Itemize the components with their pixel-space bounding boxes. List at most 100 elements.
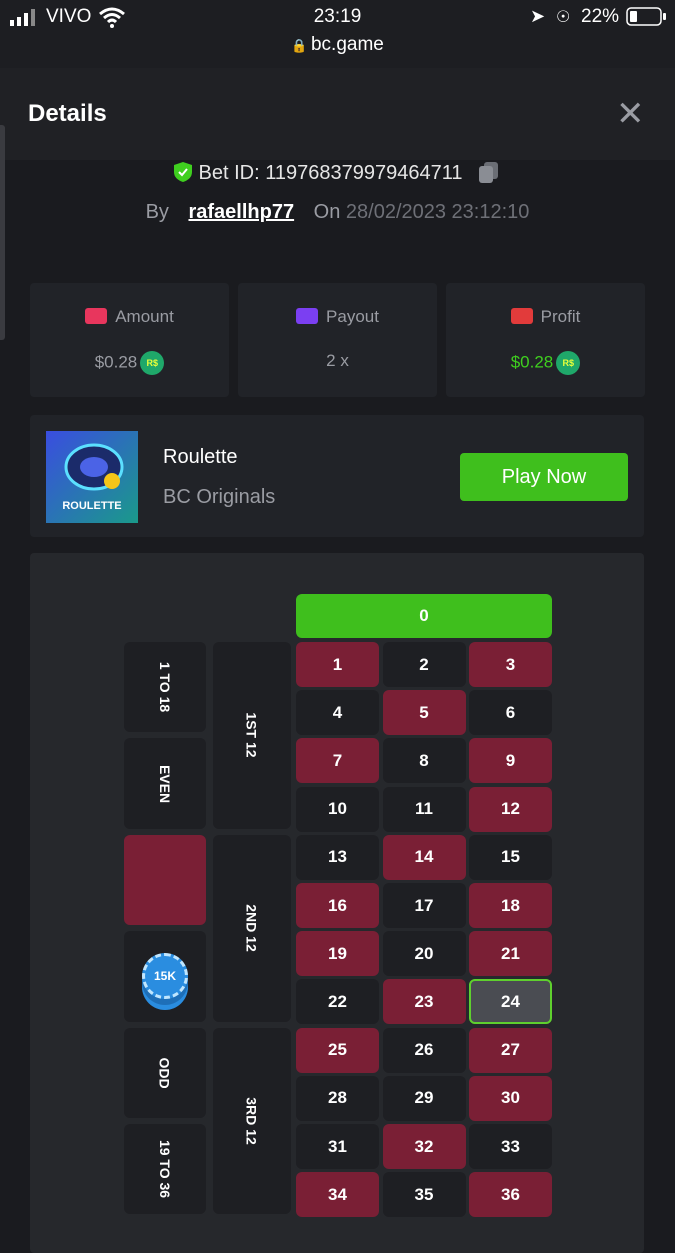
bet-id-row: Bet ID: 119768379979464711 bbox=[0, 160, 675, 185]
game-card: ROULETTE Roulette BC Originals Play Now bbox=[30, 415, 644, 537]
number-cell[interactable]: 33 bbox=[469, 1124, 552, 1169]
number-cell[interactable]: 35 bbox=[382, 1172, 466, 1218]
stat-value: $0.28 bbox=[510, 352, 554, 372]
number-cell[interactable]: 32 bbox=[382, 1124, 466, 1169]
side-handle bbox=[0, 125, 5, 340]
game-name: Roulette bbox=[163, 446, 238, 468]
number-cell[interactable]: 4 bbox=[296, 690, 379, 736]
stat-value: 2 x bbox=[326, 351, 349, 370]
number-cell[interactable]: 23 bbox=[382, 979, 466, 1025]
number-cell[interactable]: 5 bbox=[382, 690, 466, 736]
close-button[interactable]: ✕ bbox=[616, 95, 645, 133]
side-cell[interactable]: EVEN bbox=[124, 738, 206, 829]
number-cell[interactable]: 30 bbox=[469, 1075, 552, 1121]
header: Details ✕ bbox=[0, 68, 675, 160]
stat-card: Payout 2 x bbox=[238, 283, 437, 397]
stat-label: Amount bbox=[115, 307, 174, 326]
dozen-label: 1ST 12 bbox=[243, 712, 260, 758]
number-cell[interactable]: 13 bbox=[296, 834, 379, 880]
bet-id-label: Bet ID: bbox=[198, 162, 260, 184]
stat-value-row: $0.28 R$ bbox=[446, 351, 645, 375]
bet-id: 119768379979464711 bbox=[265, 162, 463, 184]
chip: 15K bbox=[142, 953, 188, 1000]
number-cell[interactable]: 21 bbox=[469, 931, 552, 977]
number-cell[interactable]: 6 bbox=[469, 690, 552, 736]
dozen-label: 2ND 12 bbox=[244, 904, 260, 952]
number-cell[interactable]: 29 bbox=[382, 1075, 466, 1121]
number-cell[interactable]: 2 bbox=[382, 642, 466, 687]
zero-cell[interactable]: 0 bbox=[296, 594, 552, 638]
number-cell[interactable]: 8 bbox=[382, 738, 466, 784]
stat-value-row: $0.28 R$ bbox=[30, 351, 229, 375]
dozen-label: 3RD 12 bbox=[244, 1097, 260, 1145]
dozen-cell[interactable]: 2ND 12 bbox=[213, 834, 291, 1022]
dozen-cell[interactable]: 1ST 12 bbox=[213, 642, 291, 829]
copy-button[interactable] bbox=[476, 160, 502, 184]
signal-icon bbox=[10, 9, 35, 26]
number-cell[interactable]: 1 bbox=[296, 642, 379, 687]
side-label: EVEN bbox=[157, 764, 173, 803]
number-cell[interactable]: 31 bbox=[296, 1124, 379, 1169]
stat-card: Profit $0.28 R$ bbox=[446, 283, 645, 397]
number-cell[interactable]: 16 bbox=[296, 883, 379, 928]
number-cell[interactable]: 3 bbox=[469, 642, 552, 687]
url[interactable]: 🔒 bc.game bbox=[0, 34, 675, 56]
battery-percent: 22% bbox=[581, 6, 620, 27]
side-cell[interactable]: 19 TO 36 bbox=[124, 1124, 206, 1215]
number-cell[interactable]: 28 bbox=[296, 1075, 379, 1121]
side-cell[interactable]: ODD bbox=[124, 1027, 206, 1118]
user-link[interactable]: rafaellhp77 bbox=[188, 201, 295, 223]
stat-icon bbox=[296, 308, 319, 324]
roulette-table: 0 1 2 3 4 5 6 7 8 9 10 11 12 13 14 15 16 17 18 19 20 21 22 23 24… bbox=[30, 553, 644, 1253]
dozen-cell[interactable]: 3RD 12 bbox=[213, 1027, 291, 1215]
number-cell[interactable]: 25 bbox=[296, 1027, 379, 1073]
number-cell[interactable]: 15 bbox=[469, 834, 552, 880]
number-cell[interactable]: 36 bbox=[469, 1172, 552, 1218]
lock-icon: 🔒 bbox=[291, 38, 311, 53]
number-cell[interactable]: 9 bbox=[469, 738, 552, 784]
number-cell[interactable]: 17 bbox=[382, 883, 466, 928]
stat-label: Payout bbox=[326, 307, 379, 326]
number-cell[interactable]: 14 bbox=[382, 834, 466, 880]
stat-icon bbox=[85, 308, 108, 324]
bet-by-row: By rafaellhp77 On 28/02/2023 23:12:10 bbox=[0, 201, 675, 224]
number-cell[interactable]: 10 bbox=[296, 786, 379, 832]
currency-badge: R$ bbox=[140, 351, 165, 375]
battery-icon bbox=[626, 7, 666, 26]
stat-value: $0.28 bbox=[94, 352, 138, 372]
number-cell[interactable]: 18 bbox=[469, 883, 552, 928]
number-cell[interactable]: 27 bbox=[469, 1027, 552, 1073]
side-cell[interactable]: 1 TO 18 bbox=[124, 642, 206, 733]
clock: 23:19 bbox=[313, 6, 362, 27]
status-bar: VIVO 23:19 🔒 bc.game ➤ ☉ 22% bbox=[0, 0, 675, 68]
side-cell[interactable]: 15K bbox=[124, 931, 206, 1022]
carrier: VIVO bbox=[46, 6, 92, 27]
stat-label-row: Profit bbox=[446, 307, 645, 327]
stat-icon bbox=[510, 308, 533, 324]
game-provider: BC Originals bbox=[163, 486, 276, 508]
number-cell[interactable]: 34 bbox=[296, 1172, 379, 1218]
side-label: ODD bbox=[157, 1057, 173, 1089]
side-label: 1 TO 18 bbox=[156, 662, 173, 713]
number-cell[interactable]: 20 bbox=[382, 931, 466, 977]
url-text: bc.game bbox=[310, 34, 384, 55]
side-label: 19 TO 36 bbox=[157, 1140, 173, 1199]
number-cell[interactable]: 26 bbox=[382, 1027, 466, 1073]
location-icon: ➤ bbox=[530, 6, 546, 26]
stat-label-row: Amount bbox=[30, 307, 229, 327]
game-thumbnail[interactable]: ROULETTE bbox=[46, 431, 138, 523]
number-cell[interactable]: 7 bbox=[296, 738, 379, 784]
number-cell[interactable]: 24 bbox=[469, 979, 552, 1025]
play-now-button[interactable]: Play Now bbox=[460, 453, 628, 501]
wifi-icon bbox=[99, 7, 125, 28]
thumb-label: ROULETTE bbox=[62, 500, 122, 512]
stat-value-row: 2 x bbox=[238, 351, 437, 371]
number-cell[interactable]: 11 bbox=[382, 786, 466, 832]
number-cell[interactable]: 19 bbox=[296, 931, 379, 977]
shield-icon bbox=[173, 162, 192, 182]
number-cell[interactable]: 22 bbox=[296, 979, 379, 1025]
side-cell[interactable] bbox=[124, 834, 206, 926]
number-cell[interactable]: 12 bbox=[469, 786, 552, 832]
stat-label-row: Payout bbox=[238, 307, 437, 327]
